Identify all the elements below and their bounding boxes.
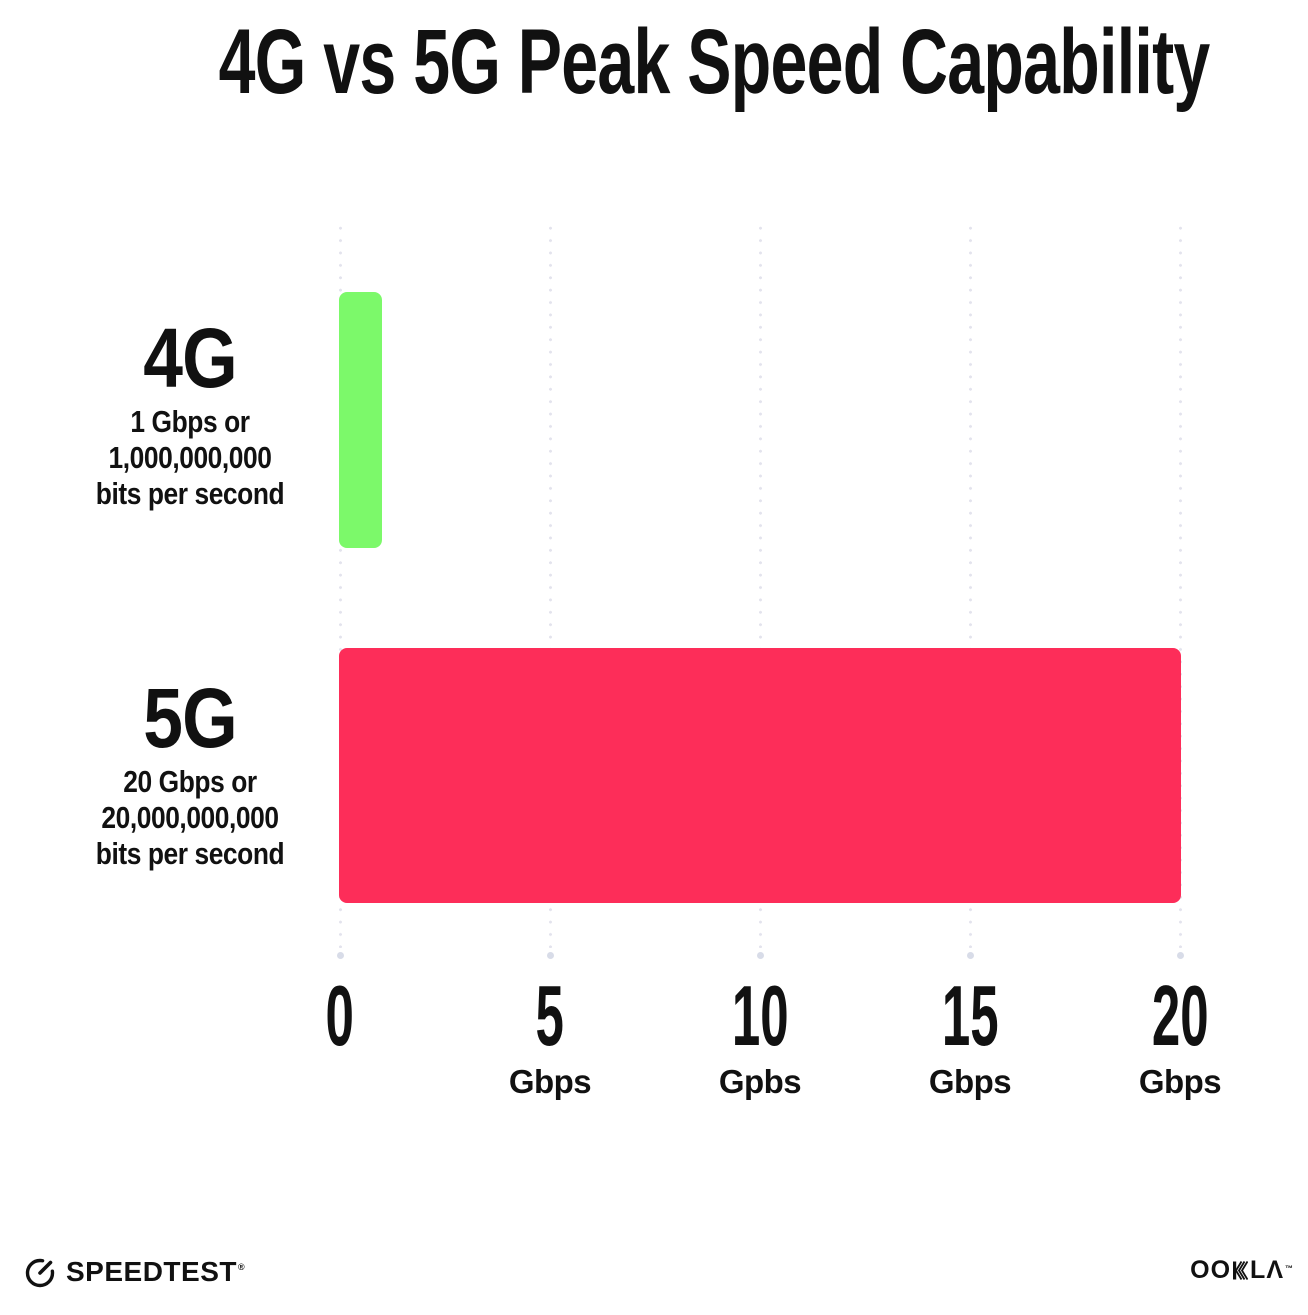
gridline-end-dot (967, 952, 974, 959)
category-label-4g: 4G (143, 311, 237, 405)
x-tick-0: 0 (230, 974, 450, 1065)
speedtest-logo: SPEEDTEST® (24, 1256, 246, 1294)
trademark-mark: ™ (1285, 1264, 1294, 1273)
category-desc-line: 1 Gbps or (130, 404, 250, 439)
tick-number: 5 (535, 969, 565, 1064)
tick-unit: Gpbs (718, 1063, 802, 1100)
gridline-end-dot (547, 952, 554, 959)
gridline-end-dot (1177, 952, 1184, 959)
category-desc-5g: 20 Gbps or 20,000,000,000 bits per secon… (75, 764, 305, 872)
category-desc-line: bits per second (95, 836, 285, 871)
page-title: 4G vs 5G Peak Speed Capability (26, 12, 1308, 112)
tick-number: 15 (941, 969, 999, 1064)
registered-mark: ® (237, 1262, 246, 1272)
category-desc-line: 20 Gbps or (123, 764, 257, 799)
tick-number: 0 (325, 969, 355, 1064)
speedometer-gauge-icon (24, 1257, 56, 1294)
speedtest-wordmark: SPEEDTEST® (66, 1256, 246, 1287)
ookla-wordmark-start: OO (1190, 1256, 1232, 1284)
category-desc-line: 1,000,000,000 (108, 440, 272, 475)
gridline-end-dot (757, 952, 764, 959)
bar-4g (339, 292, 382, 548)
category-label-5g: 5G (143, 671, 237, 765)
gridline-10 (757, 222, 764, 959)
gridline-0 (337, 222, 344, 959)
row-label-4g: 4G 1 Gbps or 1,000,000,000 bits per seco… (75, 316, 305, 512)
tick-unit: Gbps (928, 1063, 1012, 1100)
tick-unit: Gbps (1138, 1063, 1222, 1100)
gridline-20 (1177, 222, 1184, 959)
x-tick-15: 15 Gbps (860, 974, 1080, 1098)
x-tick-10: 10 Gpbs (650, 974, 870, 1098)
tick-number: 20 (1151, 969, 1209, 1064)
category-desc-line: bits per second (95, 476, 285, 511)
tick-unit: Gbps (508, 1063, 592, 1100)
row-label-5g: 5G 20 Gbps or 20,000,000,000 bits per se… (75, 676, 305, 872)
gridline-5 (547, 222, 554, 959)
page-title-text: 4G vs 5G Peak Speed Capability (218, 11, 1211, 113)
category-desc-4g: 1 Gbps or 1,000,000,000 bits per second (75, 404, 305, 512)
x-tick-5: 5 Gbps (440, 974, 660, 1098)
ookla-wordmark-end: LΛ (1250, 1256, 1284, 1284)
gridline-end-dot (337, 952, 344, 959)
ookla-logo: OO LΛ ™ (1190, 1258, 1293, 1285)
gridline-15 (967, 222, 974, 959)
category-desc-line: 20,000,000,000 (101, 800, 279, 835)
bar-5g (339, 648, 1181, 903)
x-tick-20: 20 Gbps (1070, 974, 1290, 1098)
tick-number: 10 (731, 969, 789, 1064)
ookla-chevron-k-icon (1233, 1260, 1249, 1285)
